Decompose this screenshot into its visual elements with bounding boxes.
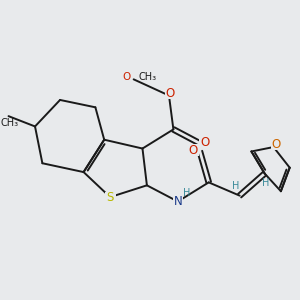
Bar (199, 137, 211, 148)
Text: O: O (272, 138, 281, 151)
Text: H: H (262, 178, 270, 188)
Text: O: O (122, 72, 131, 82)
Text: CH₃: CH₃ (139, 72, 157, 82)
Text: H: H (183, 188, 190, 198)
Text: O: O (200, 136, 209, 149)
Text: S: S (106, 190, 114, 204)
Text: H: H (232, 181, 240, 191)
Bar (271, 139, 282, 150)
Bar (104, 191, 116, 203)
Bar (165, 88, 176, 99)
Bar (173, 196, 183, 207)
Text: CH₃: CH₃ (1, 118, 19, 128)
Bar (188, 144, 199, 156)
Text: O: O (189, 143, 198, 157)
Text: O: O (166, 87, 175, 100)
Text: N: N (173, 195, 182, 208)
